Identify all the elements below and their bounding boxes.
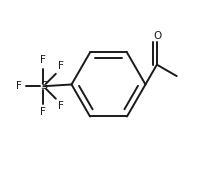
Text: F: F bbox=[40, 55, 46, 65]
Text: S: S bbox=[40, 81, 47, 91]
Text: F: F bbox=[58, 101, 64, 111]
Text: F: F bbox=[16, 81, 22, 91]
Text: F: F bbox=[40, 107, 46, 117]
Text: F: F bbox=[58, 61, 64, 71]
Text: O: O bbox=[153, 31, 161, 41]
